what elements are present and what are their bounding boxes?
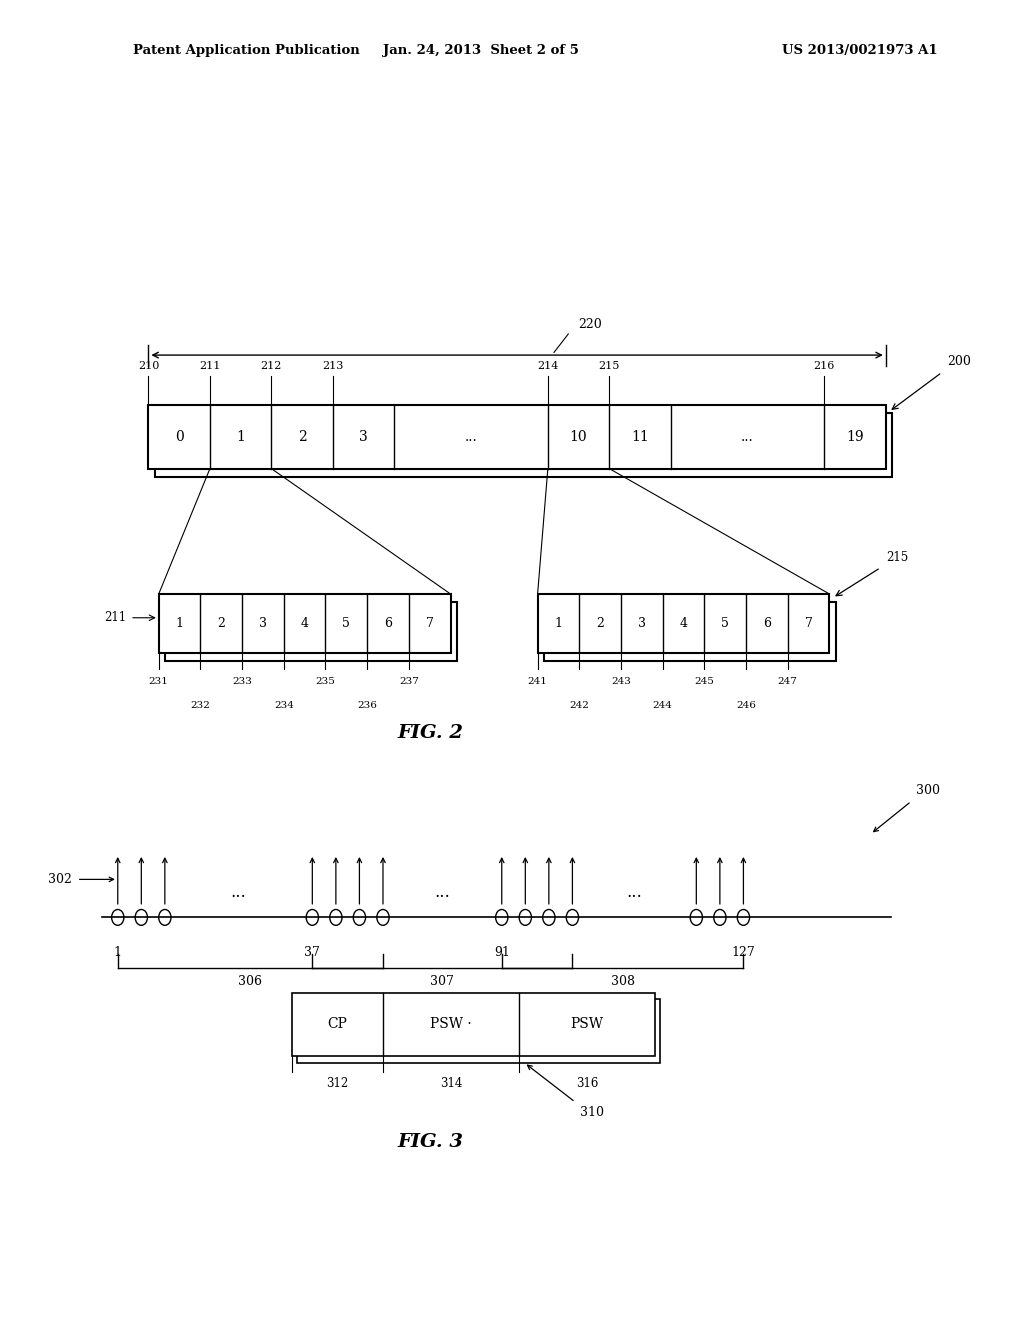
Text: 310: 310 (581, 1106, 604, 1119)
Bar (538, 594, 829, 653)
Text: 247: 247 (778, 677, 798, 686)
Text: 215: 215 (599, 360, 620, 371)
Text: 246: 246 (736, 701, 756, 710)
Text: 231: 231 (148, 677, 169, 686)
Text: 11: 11 (631, 430, 649, 444)
Text: PSW: PSW (570, 1018, 604, 1031)
Text: 214: 214 (538, 360, 558, 371)
Text: 307: 307 (430, 975, 455, 989)
Text: ...: ... (465, 430, 477, 444)
Text: 5: 5 (721, 618, 729, 630)
Bar (148, 405, 886, 469)
Text: 37: 37 (304, 946, 321, 960)
Text: ...: ... (627, 883, 642, 900)
Text: 212: 212 (261, 360, 282, 371)
Text: 308: 308 (610, 975, 635, 989)
Text: 2: 2 (596, 618, 604, 630)
Bar (297, 999, 660, 1063)
Bar (155, 413, 892, 477)
Text: 5: 5 (342, 618, 350, 630)
Text: 1: 1 (175, 618, 183, 630)
Text: 300: 300 (916, 784, 940, 797)
Text: 4: 4 (680, 618, 687, 630)
Text: 2: 2 (217, 618, 225, 630)
Text: 91: 91 (494, 946, 510, 960)
Text: US 2013/0021973 A1: US 2013/0021973 A1 (782, 44, 938, 57)
Text: 0: 0 (175, 430, 183, 444)
Text: 7: 7 (426, 618, 433, 630)
Text: 200: 200 (947, 355, 971, 368)
Text: 316: 316 (577, 1077, 598, 1090)
Text: 233: 233 (232, 677, 252, 686)
Bar (165, 602, 457, 661)
Text: 6: 6 (763, 618, 771, 630)
Text: 232: 232 (190, 701, 210, 710)
Text: 242: 242 (569, 701, 589, 710)
Text: 2: 2 (298, 430, 306, 444)
Bar (292, 993, 655, 1056)
Text: 302: 302 (48, 873, 72, 886)
Text: 6: 6 (384, 618, 392, 630)
Text: 236: 236 (357, 701, 377, 710)
Text: PSW ·: PSW · (430, 1018, 472, 1031)
Text: FIG. 2: FIG. 2 (397, 723, 463, 742)
Text: 237: 237 (399, 677, 419, 686)
Text: 216: 216 (814, 360, 835, 371)
Text: FIG. 3: FIG. 3 (397, 1133, 463, 1151)
Text: 10: 10 (569, 430, 588, 444)
Text: 7: 7 (805, 618, 812, 630)
Text: 220: 220 (579, 318, 602, 331)
Text: ...: ... (434, 883, 451, 900)
Text: 19: 19 (846, 430, 864, 444)
Text: ...: ... (741, 430, 754, 444)
Text: 1: 1 (114, 946, 122, 960)
Text: 210: 210 (138, 360, 159, 371)
Text: 241: 241 (527, 677, 548, 686)
Text: 312: 312 (327, 1077, 348, 1090)
Text: 3: 3 (359, 430, 368, 444)
Text: 1: 1 (237, 430, 245, 444)
Text: 306: 306 (239, 975, 262, 989)
Text: 211: 211 (200, 360, 220, 371)
Bar (544, 602, 836, 661)
Text: 314: 314 (439, 1077, 462, 1090)
Text: 211: 211 (103, 611, 126, 624)
Text: 4: 4 (301, 618, 308, 630)
Text: 245: 245 (694, 677, 715, 686)
Text: 3: 3 (638, 618, 646, 630)
Bar (159, 594, 451, 653)
Text: 127: 127 (731, 946, 756, 960)
Text: 243: 243 (611, 677, 631, 686)
Text: 1: 1 (554, 618, 562, 630)
Text: 244: 244 (652, 701, 673, 710)
Text: 235: 235 (315, 677, 336, 686)
Text: Patent Application Publication: Patent Application Publication (133, 44, 359, 57)
Text: 3: 3 (259, 618, 267, 630)
Text: Jan. 24, 2013  Sheet 2 of 5: Jan. 24, 2013 Sheet 2 of 5 (383, 44, 580, 57)
Text: CP: CP (328, 1018, 347, 1031)
Text: 215: 215 (886, 550, 908, 564)
Text: 234: 234 (273, 701, 294, 710)
Text: ...: ... (230, 883, 247, 900)
Text: 213: 213 (323, 360, 343, 371)
